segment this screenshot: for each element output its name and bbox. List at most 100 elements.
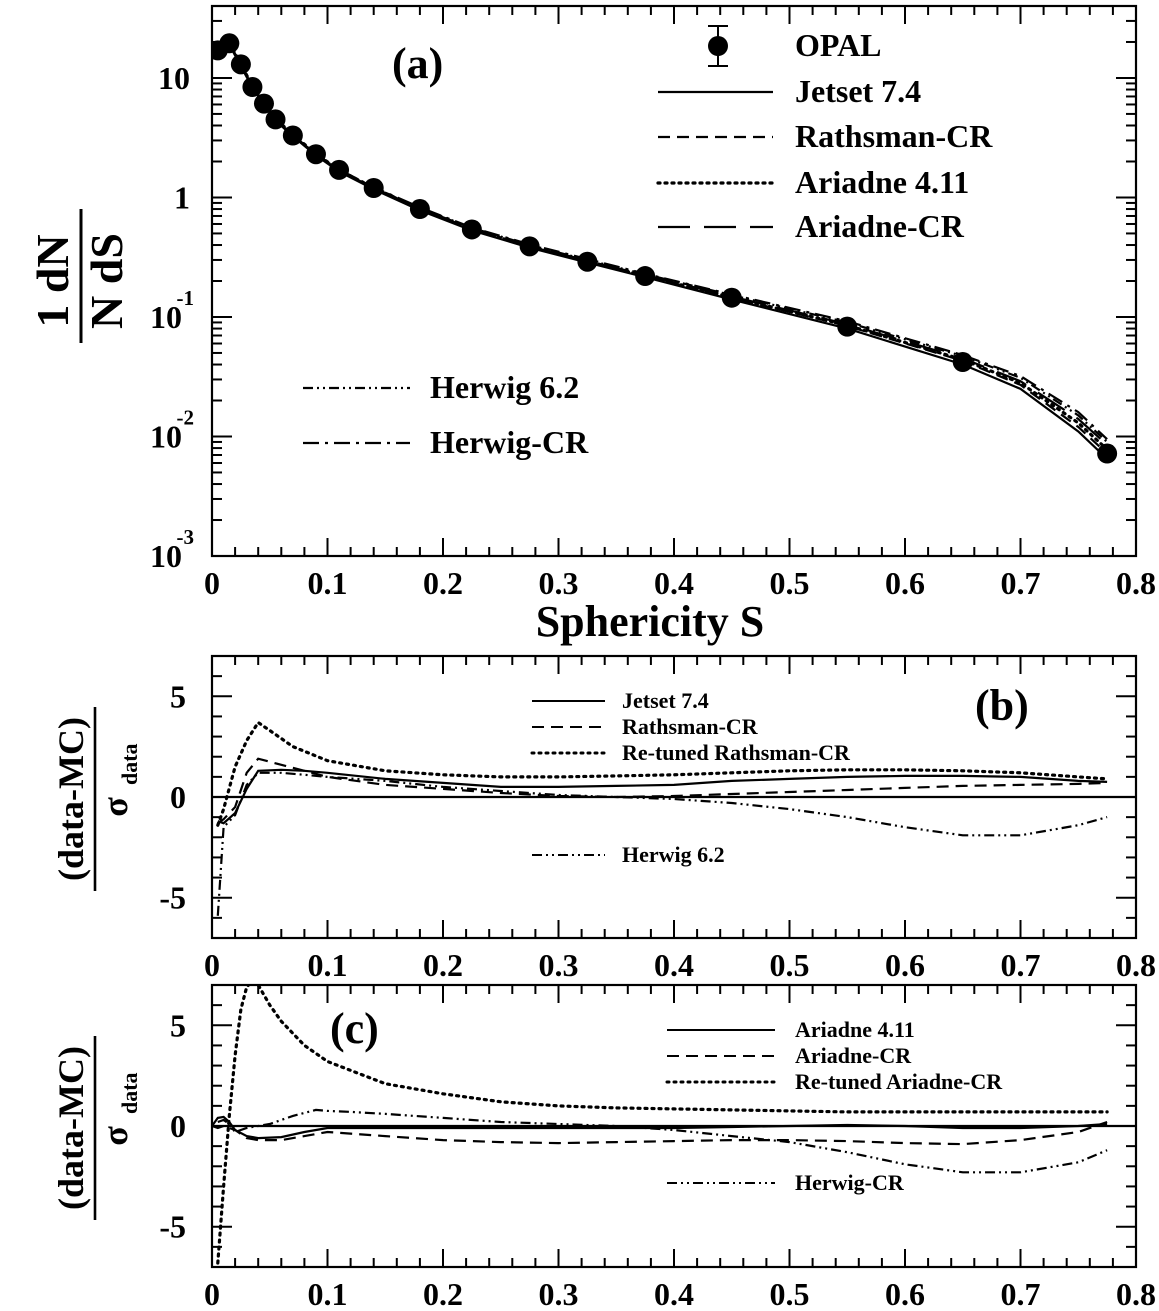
x-tick-label: 0.4 [654,565,694,601]
y-tick-label: 5 [170,678,186,714]
y-tick-label: -5 [159,1209,186,1245]
y-tick-exponent: -3 [177,525,195,549]
data-point [461,219,482,240]
legend-label: Herwig-CR [795,1170,905,1195]
x-tick-label: 0.8 [1116,565,1156,601]
data-point [409,199,430,220]
legend-label: Ariadne 4.11 [795,164,969,200]
series-line-rathsman-cr [217,42,1108,455]
legend-label: Herwig 6.2 [430,369,579,405]
legend-label: Rathsman-CR [795,118,993,154]
x-tick-label: 0.8 [1116,947,1156,983]
x-tick-label: 0 [204,947,220,983]
panel-c: 0 0.1 0.2 0.3 0.4 0.5 0.6 0.7 0.8 5 0 -5 (c) Ariadne … [51,983,1156,1311]
x-tick-label: 0.4 [654,947,694,983]
x-tick-label: 0.1 [308,565,348,601]
x-tick-label: 0.7 [1001,1276,1041,1311]
x-tick-label: 0.2 [423,1276,463,1311]
x-tick-label: 0.2 [423,565,463,601]
data-point [329,159,350,180]
series-line-jetset-7-4 [217,43,1108,460]
x-tick-label: 0.5 [770,565,810,601]
x-tick-label: 0.7 [1001,947,1041,983]
x-tick-label: 0.1 [308,947,348,983]
y-axis-title-subscript: data [117,743,142,785]
data-point [305,144,326,165]
y-axis-title: (data-MC) σ data [51,1036,142,1220]
y-tick-label: 10 [158,60,190,96]
y-axis-title-numerator: (data-MC) [51,1046,91,1210]
x-tick-label: 0.4 [654,1276,694,1311]
legend-label: Ariadne 4.11 [795,1017,915,1042]
series-line-rathsman-cr [217,757,1108,825]
y-axis-title-denominator: σ [95,1126,135,1146]
legend-label: Herwig 6.2 [622,842,725,867]
panel-a: 0 0.1 0.2 0.3 0.4 0.5 0.6 0.7 0.810110-110-210-3… [27,4,1156,646]
data-point [577,251,598,272]
y-axis-title-denominator: σ [95,797,135,817]
y-tick-label: 10 [150,538,182,574]
series-line-re-tuned-ariadne-cr [216,985,1109,1265]
series-line-ariadne-4-11 [212,1115,1108,1140]
x-tick-label: 0 [204,565,220,601]
y-tick-label: -5 [159,880,186,916]
data-point [219,33,240,54]
series-group [216,720,1109,916]
series-group [212,33,1118,464]
data-point [282,125,303,146]
y-tick-label: 10 [150,418,182,454]
series-line-ariadne-cr [217,41,1108,446]
data-point [952,352,973,373]
legend-label: Herwig-CR [430,424,589,460]
panel-label: (b) [975,681,1029,730]
legend-label: Re-tuned Ariadne-CR [795,1069,1003,1094]
x-tick-label: 0.1 [308,1276,348,1311]
x-tick-label: 0.6 [885,565,925,601]
legend-label: OPAL [795,27,882,63]
data-point [363,178,384,199]
x-tick-label: 0.6 [885,1276,925,1311]
panel-b: 0 0.1 0.2 0.3 0.4 0.5 0.6 0.7 0.8 5 0 -5 (b) Jetset 7… [51,654,1156,983]
x-tick-label: 0.3 [539,565,579,601]
x-tick-label: 0.3 [539,947,579,983]
y-tick-label: 1 [174,179,190,215]
x-tick-label: 0.6 [885,947,925,983]
legend-label: Ariadne-CR [795,208,965,244]
y-tick-label: 0 [170,1108,186,1144]
x-tick-label: 0.5 [770,947,810,983]
x-tick-label: 0.5 [770,1276,810,1311]
y-axis-title-numerator: (data-MC) [51,717,91,881]
series-group [212,985,1109,1265]
x-tick-label: 0 [204,1276,220,1311]
x-tick-label: 0.8 [1116,1276,1156,1311]
y-tick-exponent: -1 [177,286,195,310]
series-line-herwig-cr [217,1108,1108,1174]
series-line-ariadne-cr [212,1120,1108,1146]
y-tick-exponent: -2 [177,405,195,429]
x-axis-title: Sphericity S [536,597,765,646]
legend-label: Jetset 7.4 [795,73,921,109]
data-point [253,93,274,114]
data-point [1097,443,1118,464]
y-tick-label: 5 [170,1007,186,1043]
y-axis-title-subscript: data [117,1072,142,1114]
y-axis-title-denominator: N dS [81,233,132,329]
panel-label: (a) [392,39,443,88]
series-line-herwig-6-2 [217,42,1108,443]
y-axis-title: 1 dN N dS [27,209,132,343]
legend-label: Jetset 7.4 [622,688,709,713]
data-point [721,287,742,308]
data-point [242,77,263,98]
data-point [837,316,858,337]
panel-label: (c) [330,1004,379,1053]
y-axis-title-numerator: 1 dN [27,234,78,327]
x-tick-label: 0.3 [539,1276,579,1311]
series-line-re-tuned-rathsman-cr [216,720,1109,827]
legend-label: Ariadne-CR [795,1043,912,1068]
x-tick-label: 0.7 [1001,565,1041,601]
data-point [230,54,251,75]
data-point [519,236,540,257]
legend-label: Re-tuned Rathsman-CR [622,740,851,765]
data-point [635,266,656,287]
